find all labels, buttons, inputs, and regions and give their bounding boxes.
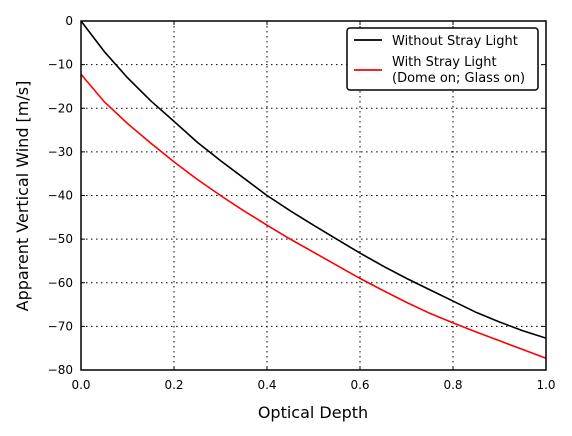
series-lines [80, 20, 547, 359]
y-tick-label: −40 [48, 189, 73, 203]
legend-label-without-stray-light: Without Stray Light [392, 34, 518, 49]
x-tick-label: 0.6 [350, 378, 369, 392]
y-tick-label: −20 [48, 101, 73, 115]
y-tick-label: −60 [48, 276, 73, 290]
y-tick-label: −70 [48, 319, 73, 333]
axis-ticks: 0.0 0.2 0.4 0.6 0.8 1.0 0 −10 −20 −30 −40 −50 −60 −70… [48, 14, 556, 392]
series-line-0 [80, 20, 547, 339]
grid [81, 21, 546, 370]
y-tick-label: −10 [48, 58, 73, 72]
legend: Without Stray Light With Stray Light (Do… [346, 27, 539, 91]
y-axis-label: Apparent Vertical Wind [m/s] [13, 81, 32, 312]
series-line-1 [80, 73, 547, 359]
x-tick-label: 0.4 [257, 378, 276, 392]
x-tick-label: 0.8 [443, 378, 462, 392]
y-tick-label: −30 [48, 145, 73, 159]
x-axis-label: Optical Depth [258, 403, 368, 422]
x-tick-label: 0.0 [71, 378, 90, 392]
y-tick-label: −50 [48, 232, 73, 246]
x-tick-label: 0.2 [164, 378, 183, 392]
legend-box [346, 27, 539, 91]
y-tick-label: −80 [48, 363, 73, 377]
legend-label-with-stray-light-line2: (Dome on; Glass on) [392, 71, 525, 86]
y-tick-label: 0 [65, 14, 73, 28]
legend-label-with-stray-light-line1: With Stray Light [392, 55, 497, 70]
x-tick-label: 1.0 [536, 378, 555, 392]
